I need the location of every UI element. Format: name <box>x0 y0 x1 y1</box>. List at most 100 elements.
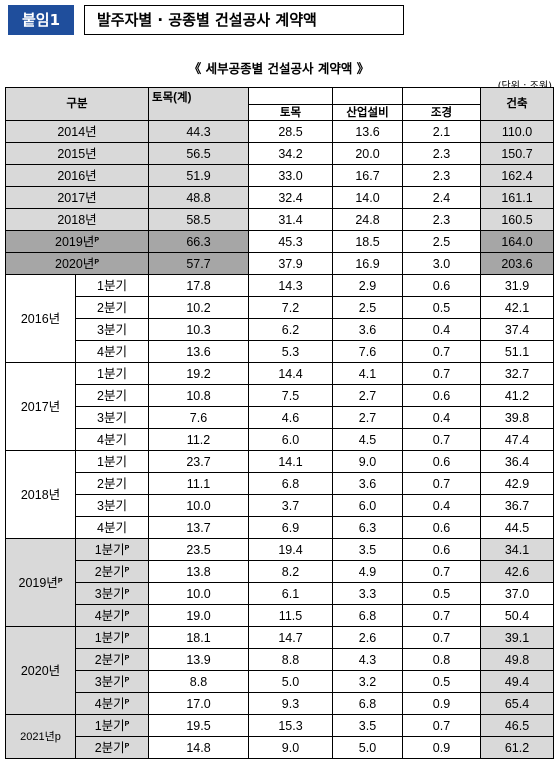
label-text: 3분기 <box>94 674 125 689</box>
value-landscape: 0.8 <box>402 648 481 671</box>
value-building: 47.4 <box>480 428 554 451</box>
value-civil: 32.4 <box>248 186 333 209</box>
value-civil: 14.7 <box>248 626 333 649</box>
value-civil-total: 13.6 <box>148 340 249 363</box>
quarter-year-label: 2021년p <box>5 714 76 759</box>
quarter-label: 4분기 <box>75 428 149 451</box>
value-civil-total: 17.8 <box>148 274 249 297</box>
value-industrial: 14.0 <box>332 186 403 209</box>
label-text: 2017년 <box>20 399 61 414</box>
label-text: 2014년 <box>57 124 97 139</box>
quarter-label: 1분기P <box>75 714 149 737</box>
quarter-label: 2분기P <box>75 560 149 583</box>
value-civil: 6.1 <box>248 582 333 605</box>
quarter-row: 2020년 1분기P 18.1 14.7 2.6 0.7 39.1 <box>5 626 554 715</box>
value-industrial: 16.9 <box>332 252 403 275</box>
year-label: 2014년 <box>5 120 149 143</box>
value-civil-total: 19.2 <box>148 362 249 385</box>
value-civil-total: 13.8 <box>148 560 249 583</box>
value-civil: 19.4 <box>248 538 333 561</box>
attachment-badge: 붙임1 <box>8 5 74 35</box>
value-civil: 33.0 <box>248 164 333 187</box>
table-body: 2014년 44.3 28.5 13.6 2.1 110.0 2015년 56.5 34.2 20… <box>5 120 554 759</box>
provisional-mark: P <box>124 742 130 750</box>
value-industrial: 3.3 <box>332 582 403 605</box>
value-landscape: 0.7 <box>402 626 481 649</box>
label-text: 4분기 <box>97 520 127 535</box>
value-civil-total: 13.9 <box>148 648 249 671</box>
contract-amount-table: 구분 토목(계) 건축 토목 산업설비 조경 2014년 44.3 28.5 13.6… <box>5 87 554 759</box>
provisional-mark: P <box>124 544 130 552</box>
value-civil: 11.5 <box>248 604 333 627</box>
value-industrial: 2.9 <box>332 274 403 297</box>
quarter-row: 2분기 10.8 7.5 2.7 0.6 41.2 <box>6 384 554 407</box>
provisional-mark: P <box>124 720 130 728</box>
value-industrial: 18.5 <box>332 230 403 253</box>
value-industrial: 20.0 <box>332 142 403 165</box>
value-industrial: 9.0 <box>332 450 403 473</box>
value-civil: 5.3 <box>248 340 333 363</box>
label-text: 3분기 <box>97 410 127 425</box>
unit-note: (단위 : 조원) <box>497 81 552 92</box>
label-text: 1분기 <box>97 454 127 469</box>
value-building: 49.8 <box>480 648 554 671</box>
quarter-label: 1분기P <box>75 626 149 649</box>
value-building: 37.4 <box>480 318 554 341</box>
quarter-label: 3분기P <box>75 670 149 693</box>
value-building: 50.4 <box>480 604 554 627</box>
value-civil-total: 10.3 <box>148 318 249 341</box>
quarter-label: 3분기 <box>75 406 149 429</box>
quarter-row: 2016년 1분기 17.8 14.3 2.9 0.6 31.9 <box>5 274 554 363</box>
value-civil-total: 17.0 <box>148 692 249 715</box>
label-text: 2016년 <box>20 311 61 326</box>
year-label: 2017년 <box>5 186 149 209</box>
value-civil: 37.9 <box>248 252 333 275</box>
value-landscape: 0.5 <box>402 582 481 605</box>
value-civil: 3.7 <box>248 494 333 517</box>
label-text: 1분기 <box>94 630 125 645</box>
value-industrial: 24.8 <box>332 208 403 231</box>
value-industrial: 3.5 <box>332 538 403 561</box>
quarter-year-label: 2016년 <box>5 274 76 363</box>
value-industrial: 3.6 <box>332 318 403 341</box>
label-text: 2017년 <box>57 190 97 205</box>
value-civil-total: 8.8 <box>148 670 249 693</box>
label-text: 2020년 <box>20 663 61 678</box>
value-building: 31.9 <box>480 274 554 297</box>
label-text: 1분기 <box>97 278 127 293</box>
value-landscape: 0.4 <box>402 406 481 429</box>
value-landscape: 0.6 <box>402 384 481 407</box>
value-civil: 6.2 <box>248 318 333 341</box>
value-civil: 45.3 <box>248 230 333 253</box>
provisional-mark: P <box>124 676 130 684</box>
value-building: 164.0 <box>480 230 554 253</box>
value-building: 110.0 <box>480 120 554 143</box>
quarter-row: 3분기 10.0 3.7 6.0 0.4 36.7 <box>6 494 554 517</box>
value-civil-total: 7.6 <box>148 406 249 429</box>
value-building: 150.7 <box>480 142 554 165</box>
value-civil-total: 11.1 <box>148 472 249 495</box>
quarter-label: 3분기 <box>75 494 149 517</box>
header-civil-total: 토목(계) <box>148 87 249 121</box>
quarter-label: 2분기P <box>75 648 149 671</box>
value-building: 34.1 <box>480 538 554 561</box>
quarter-year-label: 2017년 <box>5 362 76 451</box>
quarter-year-label: 2018년 <box>5 450 76 539</box>
value-landscape: 0.7 <box>402 604 481 627</box>
quarter-label: 3분기 <box>75 318 149 341</box>
label-text: 2019년 <box>55 234 95 249</box>
quarter-row: 2021년p 1분기P 19.5 15.3 3.5 0.7 46.5 <box>5 714 554 759</box>
label-text: 2016년 <box>57 168 97 183</box>
quarter-row: 2019년P 1분기P 23.5 19.4 3.5 0.6 34.1 <box>5 538 554 627</box>
value-landscape: 0.7 <box>402 340 481 363</box>
annual-row: 2015년 56.5 34.2 20.0 2.3 150.7 <box>5 142 554 165</box>
value-building: 51.1 <box>480 340 554 363</box>
quarter-row: 2분기P 13.8 8.2 4.9 0.7 42.6 <box>6 560 554 583</box>
quarter-label: 2분기 <box>75 296 149 319</box>
year-label: 2019년P <box>5 230 149 253</box>
value-landscape: 0.7 <box>402 428 481 451</box>
value-landscape: 0.7 <box>402 472 481 495</box>
quarter-row: 2017년 1분기 19.2 14.4 4.1 0.7 32.7 <box>5 362 554 451</box>
quarter-label: 4분기 <box>75 516 149 539</box>
value-civil-total: 18.1 <box>148 626 249 649</box>
